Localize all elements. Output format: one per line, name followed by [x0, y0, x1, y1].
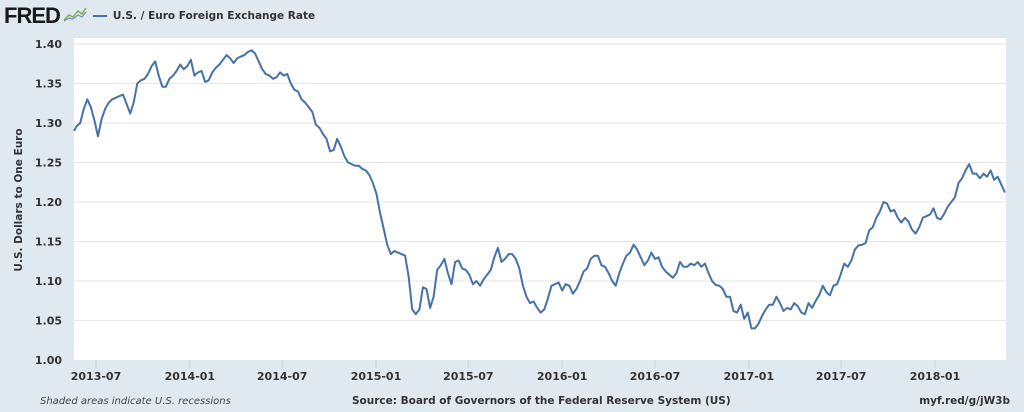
y-axis-ticks: 1.00 1.05 1.10 1.15 1.20 1.25 1.30 1.35 1.40 — [35, 38, 62, 367]
series-legend-label[interactable]: U.S. / Euro Foreign Exchange Rate — [112, 10, 316, 22]
series-legend-line-icon — [92, 15, 107, 17]
y-tick-label: 1.35 — [35, 78, 62, 91]
fred-logo[interactable]: FRED — [4, 3, 61, 28]
recession-note: Shaded areas indicate U.S. recessions — [40, 396, 231, 407]
y-tick-label: 1.40 — [35, 38, 62, 51]
chart-header: FRED U.S. / Euro Foreign Exchange Rate — [4, 2, 315, 30]
x-tick-label: 2016-01 — [537, 370, 588, 383]
short-url-link[interactable]: myf.red/g/jW3b — [919, 395, 1010, 407]
x-tick-label: 2014-01 — [165, 370, 216, 383]
x-axis-ticks: 2013-07 2014-01 2014-07 2015-01 2015-07 2016-… — [71, 360, 961, 383]
x-tick-label: 2015-07 — [443, 370, 494, 383]
x-tick-label: 2016-07 — [630, 370, 681, 383]
y-tick-label: 1.25 — [35, 157, 62, 170]
plot-area — [74, 38, 1006, 360]
x-tick-label: 2017-01 — [724, 370, 775, 383]
y-tick-label: 1.05 — [35, 315, 62, 328]
y-tick-label: 1.20 — [35, 196, 62, 209]
y-tick-label: 1.30 — [35, 117, 62, 130]
y-axis-label: U.S. Dollars to One Euro — [13, 128, 25, 271]
y-tick-label: 1.15 — [35, 236, 62, 249]
x-tick-label: 2017-07 — [816, 370, 867, 383]
source-note: Source: Board of Governors of the Federa… — [352, 395, 731, 407]
x-tick-label: 2015-01 — [351, 370, 402, 383]
x-tick-label: 2014-07 — [257, 370, 308, 383]
y-tick-label: 1.10 — [35, 275, 62, 288]
fred-chart-icon — [62, 6, 87, 26]
y-tick-label: 1.00 — [35, 354, 62, 367]
x-tick-label: 2018-01 — [910, 370, 961, 383]
x-tick-label: 2013-07 — [71, 370, 122, 383]
series-line — [73, 49, 1006, 330]
gridlines — [74, 43, 1006, 321]
